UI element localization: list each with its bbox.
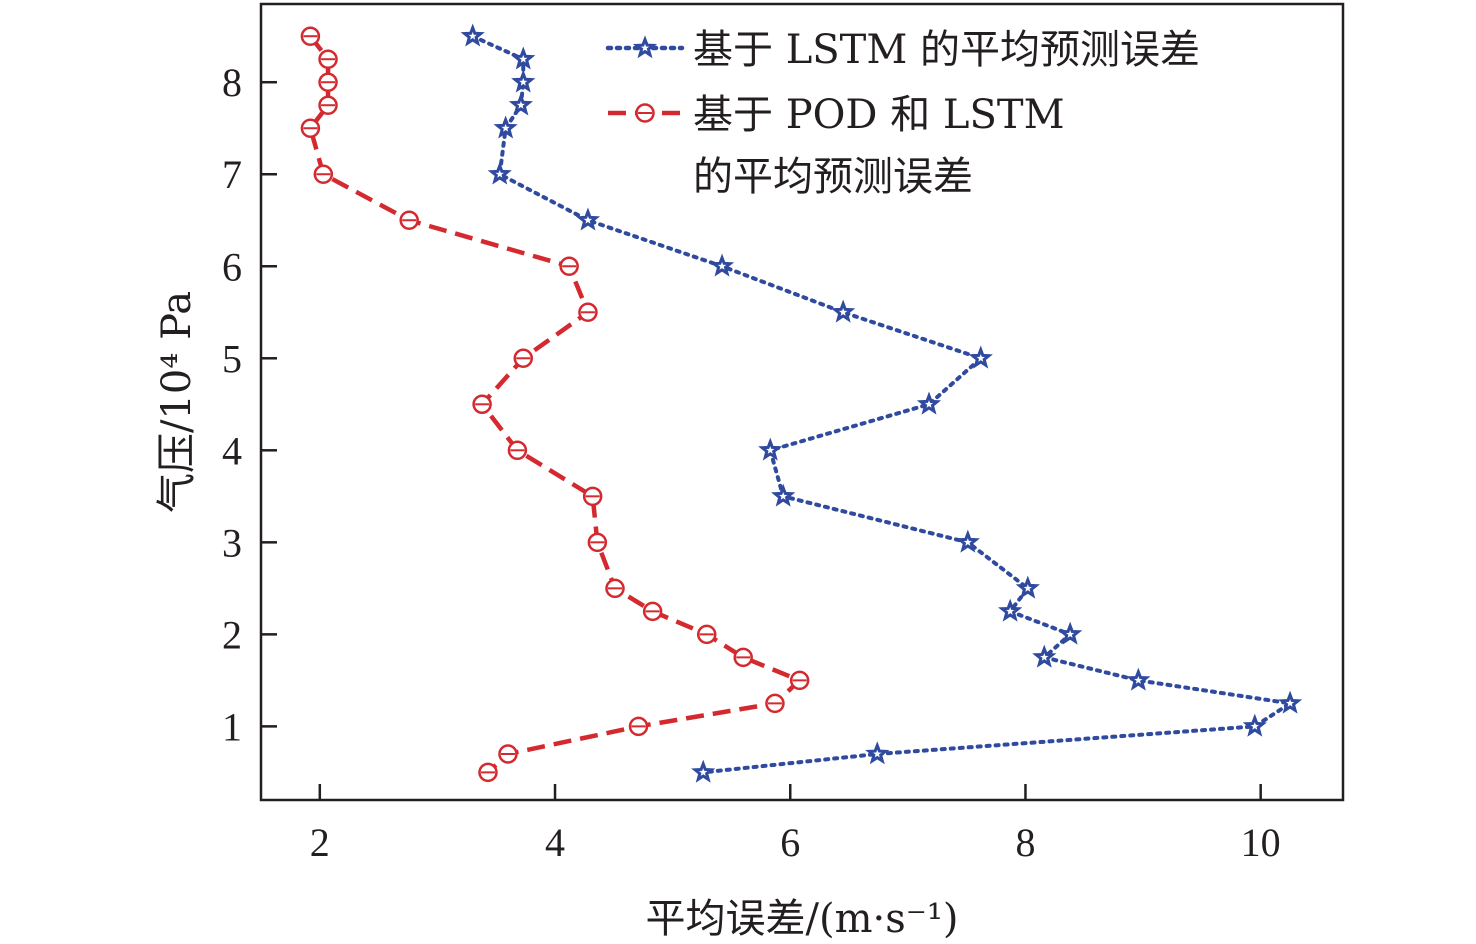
data-point-marker (758, 437, 783, 461)
data-point-marker (587, 532, 608, 553)
data-point-marker (575, 207, 601, 231)
x-tick-label: 10 (1241, 820, 1281, 865)
series-layer (300, 23, 1303, 783)
legend-lstm-label: 基于 LSTM 的平均预测误差 (693, 27, 1200, 73)
data-point-marker (998, 598, 1023, 622)
legend-lstm-marker (632, 35, 658, 59)
data-point-marker (318, 95, 338, 115)
y-tick-label: 7 (222, 152, 242, 197)
data-point-marker (709, 253, 735, 277)
data-point-marker (765, 693, 785, 714)
legend: 基于 LSTM 的平均预测误差 基于 POD 和 LSTM 的平均预测误差 (605, 27, 1200, 200)
data-point-marker (478, 762, 498, 783)
x-tick-label: 2 (310, 820, 330, 865)
x-tick-label: 6 (780, 820, 800, 865)
data-point-marker (696, 624, 717, 645)
legend-pod-label-line2: 的平均预测误差 (693, 154, 973, 200)
data-point-marker (1277, 690, 1303, 714)
y-axis-ticks: 1 2 3 4 5 6 7 8 (222, 60, 277, 749)
data-point-marker (582, 486, 603, 507)
data-point-marker (968, 345, 993, 369)
y-tick-label: 1 (222, 704, 242, 749)
data-point-marker (399, 210, 419, 231)
data-point-marker (313, 164, 334, 184)
data-point-marker (300, 118, 321, 138)
series-line (470, 34, 1296, 775)
data-point-marker (511, 46, 536, 70)
data-point-marker (511, 69, 536, 93)
data-point-marker (733, 647, 753, 668)
data-point-marker (642, 601, 663, 622)
data-point-marker (498, 744, 518, 764)
legend-pod-marker (635, 103, 655, 123)
data-point-marker (628, 716, 649, 737)
data-point-marker (1126, 667, 1151, 691)
x-axis-ticks: 2 4 6 8 10 (310, 784, 1281, 865)
data-point-marker (513, 348, 534, 369)
data-point-marker (487, 161, 512, 185)
y-tick-label: 3 (222, 520, 242, 565)
series-pod-lstm (300, 26, 810, 783)
y-tick-label: 6 (222, 244, 242, 289)
data-point-marker (691, 759, 716, 783)
data-point-marker (771, 483, 796, 507)
data-point-marker (472, 394, 492, 415)
data-point-marker (493, 115, 518, 139)
legend-pod-label: 基于 POD 和 LSTM (693, 92, 1065, 138)
plot-frame (259, 2, 1345, 802)
data-point-marker (789, 670, 810, 691)
y-tick-label: 5 (222, 336, 242, 381)
data-point-marker (831, 299, 856, 323)
data-point-marker (507, 440, 528, 461)
data-point-marker (300, 26, 321, 46)
legend-circle-icon (635, 103, 655, 123)
data-point-marker (1015, 575, 1040, 599)
series-line (307, 34, 804, 775)
data-point-marker (578, 302, 598, 323)
data-point-marker (605, 578, 625, 599)
y-tick-label: 8 (222, 60, 242, 105)
data-point-marker (865, 741, 890, 765)
data-point-marker (1032, 644, 1057, 668)
y-tick-label: 2 (222, 612, 242, 657)
data-point-marker (1242, 713, 1267, 737)
data-point-marker (916, 391, 942, 415)
x-tick-label: 4 (545, 820, 565, 865)
series-lstm (460, 23, 1303, 783)
data-point-marker (1058, 621, 1083, 645)
data-point-marker (460, 23, 485, 47)
data-point-marker (318, 72, 338, 92)
data-point-marker (508, 92, 534, 116)
x-axis-label: 平均误差/(m·s⁻¹) (645, 896, 958, 942)
data-point-marker (318, 49, 338, 69)
y-axis-label: 气压/10⁴ Pa (154, 291, 200, 513)
data-point-marker (955, 529, 980, 553)
y-tick-label: 4 (222, 428, 242, 473)
data-point-marker (559, 256, 579, 277)
legend-star-icon (632, 35, 658, 59)
x-tick-label: 8 (1015, 820, 1035, 865)
